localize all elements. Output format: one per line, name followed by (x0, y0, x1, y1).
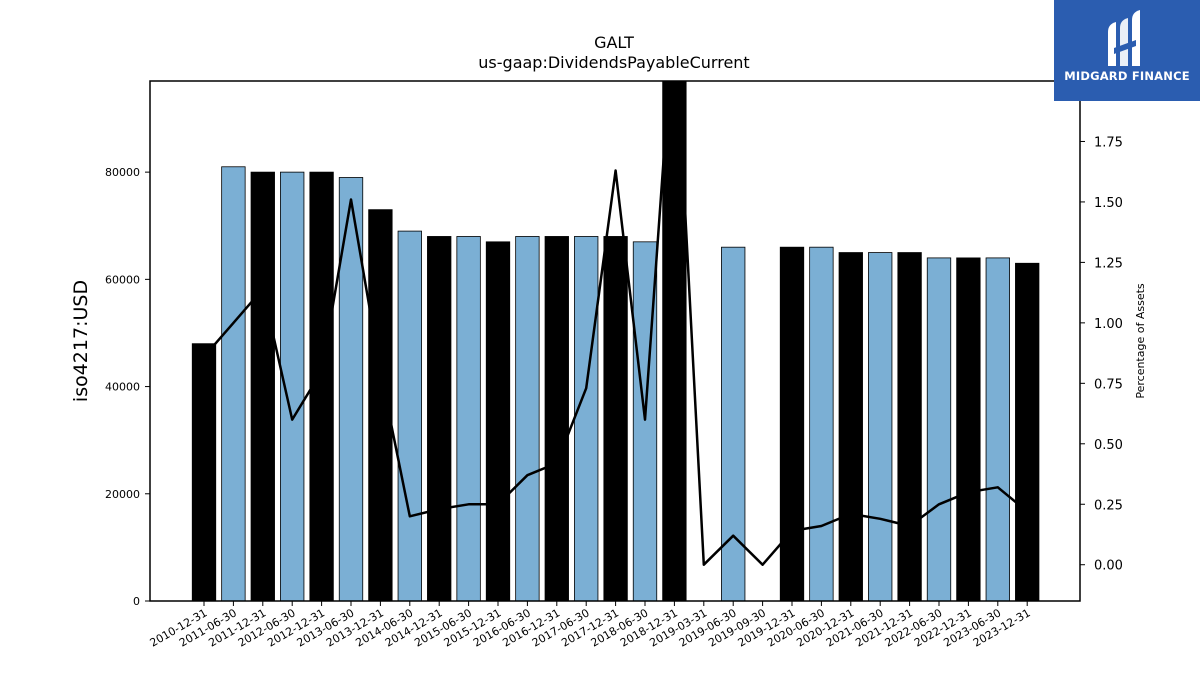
bar (897, 252, 922, 601)
y-tick-label: 80000 (105, 166, 140, 179)
bar-series (191, 81, 1040, 601)
y-right-tick-label: 1.75 (1094, 135, 1123, 150)
bar (368, 209, 393, 601)
bar (544, 236, 569, 601)
y-tick-label: 40000 (105, 381, 140, 394)
line-path (203, 81, 1028, 566)
bar (603, 236, 628, 601)
bar (956, 257, 981, 601)
y-right-tick-label: 1.50 (1094, 196, 1123, 211)
bar (721, 246, 746, 601)
y-axis-label: iso4217:USD (70, 280, 92, 402)
bar (456, 236, 481, 601)
y-axis-right-ticks: 0.00 0.25 0.50 0.75 1.00 1.25 1.50 1.75 (1080, 135, 1123, 574)
bar (574, 236, 599, 601)
bar (985, 257, 1010, 601)
bar (779, 246, 805, 601)
y-tick-label: 60000 (105, 273, 140, 286)
logo-mark-icon (1108, 10, 1140, 66)
line-series (203, 81, 1028, 566)
y-tick-label: 0 (133, 595, 140, 608)
bar (485, 241, 511, 601)
y-axis-right-label: Percentage of Assets (1134, 283, 1147, 399)
x-axis-ticks: 2010-12-312011-06-302011-12-312012-06-30… (148, 601, 1033, 650)
y-right-tick-label: 0.00 (1094, 559, 1123, 574)
bar (515, 236, 540, 601)
bar (250, 171, 275, 601)
plot-frame (149, 80, 1081, 602)
bar (838, 252, 863, 601)
y-tick-label: 20000 (105, 488, 140, 501)
bar (809, 246, 834, 601)
bar (338, 177, 364, 601)
bar (191, 343, 217, 601)
y-right-tick-label: 1.00 (1094, 317, 1123, 332)
bar (926, 257, 952, 601)
y-right-tick-label: 0.50 (1094, 438, 1123, 453)
bar (1015, 262, 1040, 601)
y-axis-ticks: 0 20000 40000 60000 80000 (105, 166, 150, 608)
logo-text: MIDGARD FINANCE (1064, 69, 1190, 83)
bar (397, 230, 422, 601)
y-right-tick-label: 0.75 (1094, 377, 1123, 392)
y-right-tick-label: 1.25 (1094, 256, 1123, 271)
chart-subtitle: us-gaap:DividendsPayableCurrent (478, 53, 749, 72)
chart-title: GALT (594, 33, 634, 52)
y-right-tick-label: 0.25 (1094, 498, 1123, 513)
bar (868, 252, 893, 601)
bar (662, 81, 687, 601)
bar (221, 166, 246, 601)
brand-logo: MIDGARD FINANCE (1054, 0, 1200, 101)
bar (427, 236, 452, 601)
